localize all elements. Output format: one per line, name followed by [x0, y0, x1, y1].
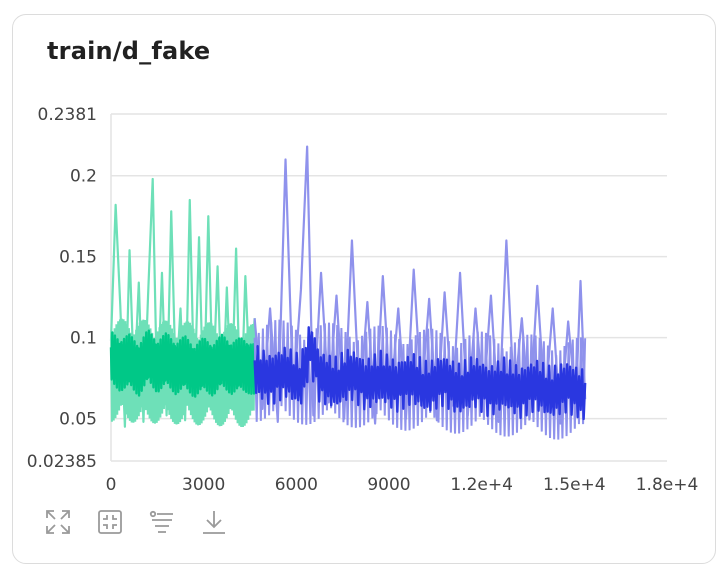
x-tick-label: 1.2e+4 [450, 475, 513, 495]
download-icon [203, 511, 225, 534]
download-button[interactable] [199, 507, 229, 537]
y-tick-label: 0.2381 [38, 105, 97, 125]
series-smoothed-line [109, 329, 256, 398]
y-tick-label: 0.1 [70, 329, 97, 349]
y-tick-label: 0.02385 [27, 452, 97, 472]
x-tick-label: 1.5e+4 [543, 475, 606, 495]
card-title: train/d_fake [47, 37, 211, 65]
y-tick-label: 0.05 [59, 410, 97, 430]
y-tick-label: 0.15 [59, 248, 97, 268]
fit-domain-button[interactable] [95, 507, 125, 537]
x-tick-label: 9000 [367, 475, 410, 495]
line-chart[interactable]: 0.02385 0.05 0.1 0.15 0.2 0.2381 0 3000 6000 9000… [13, 15, 717, 495]
x-tick-label: 6000 [275, 475, 318, 495]
fit-domain-icon [98, 510, 122, 534]
x-tick-label: 3000 [182, 475, 225, 495]
filter-button[interactable] [147, 507, 177, 537]
chart-toolbar [43, 507, 229, 537]
series-smoothed-line [253, 326, 587, 421]
fullscreen-button[interactable] [43, 507, 73, 537]
y-tick-label: 0.2 [70, 167, 97, 187]
filter-icon [149, 510, 173, 533]
chart-card: train/d_fake 0.02385 0.05 0.1 0.15 0.2 0.2381… [12, 14, 716, 564]
x-tick-label: 0 [106, 475, 117, 495]
x-tick-label: 1.8e+4 [636, 475, 699, 495]
fullscreen-icon [46, 510, 70, 534]
